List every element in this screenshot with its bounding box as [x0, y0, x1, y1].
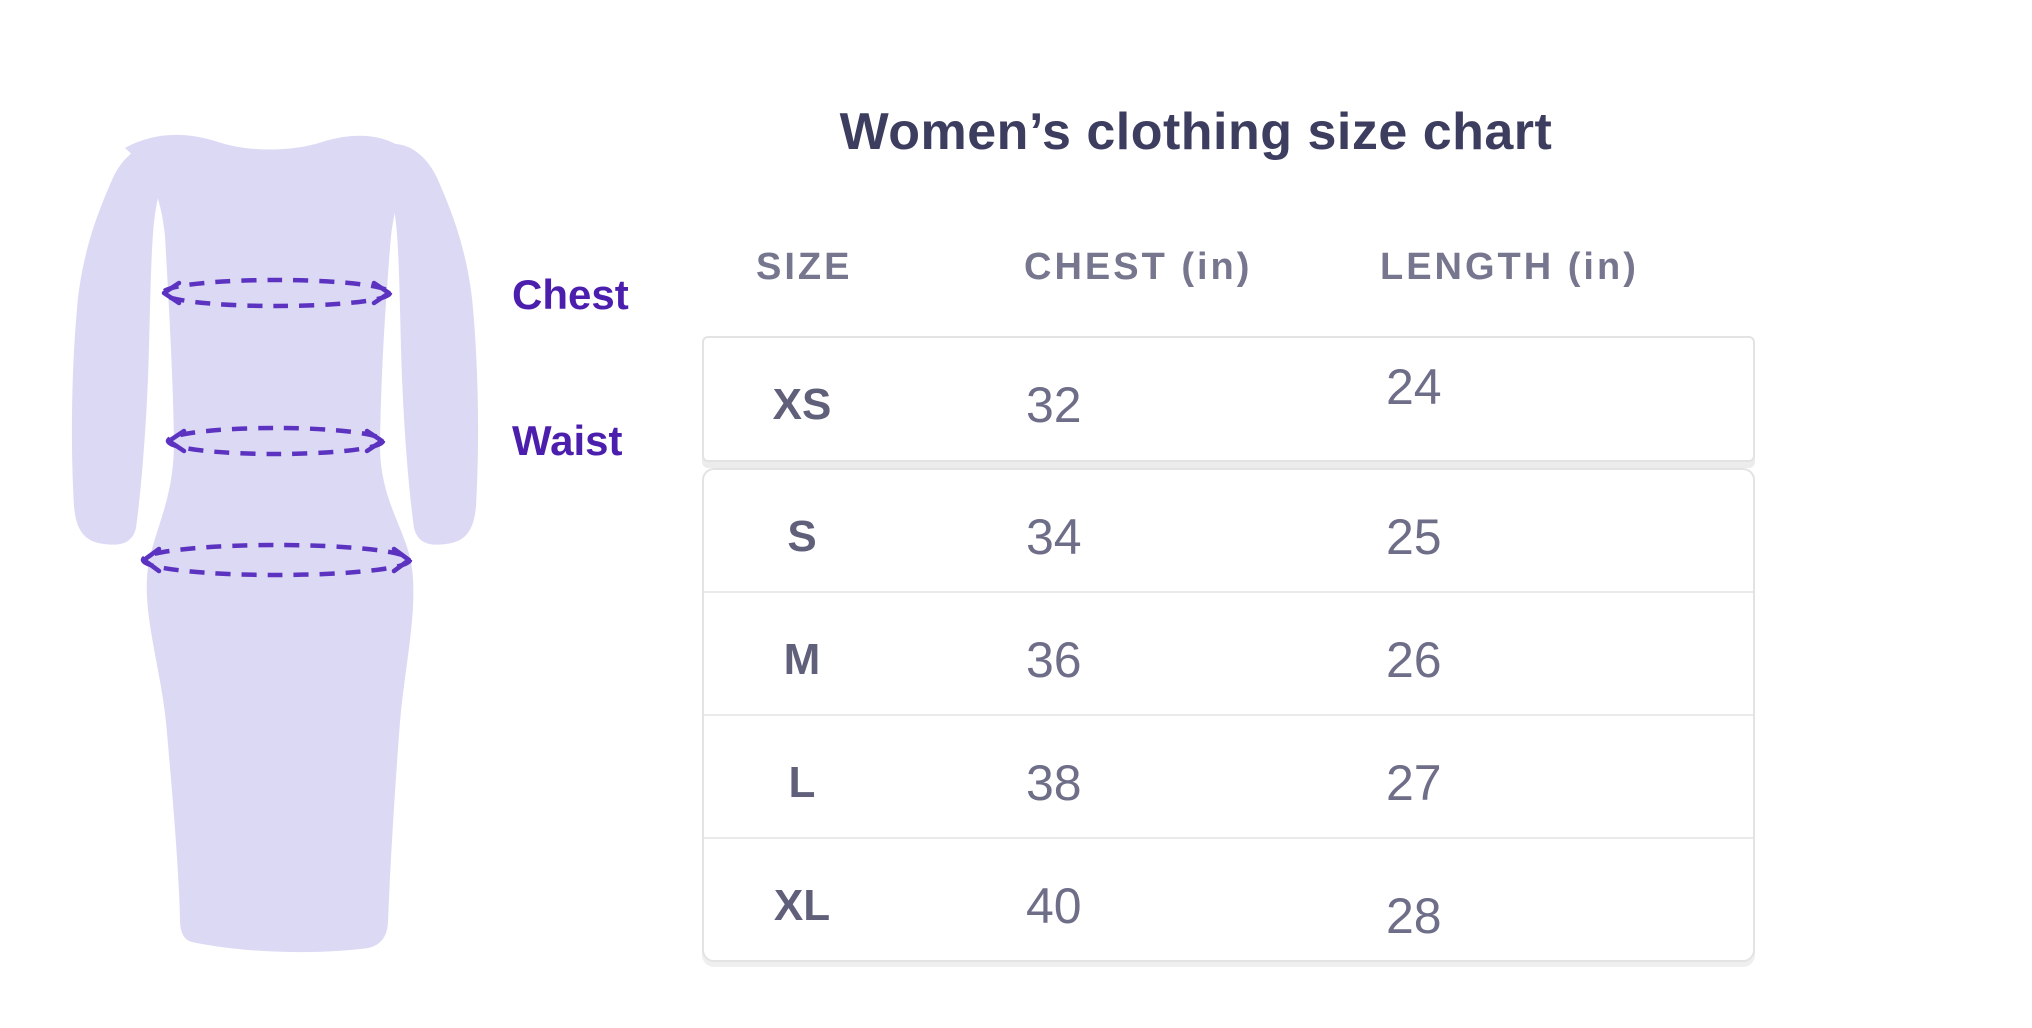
hip-measure-line [140, 542, 413, 578]
table-row: XS 32 24 [704, 338, 1753, 460]
length-cell: 26 [1386, 631, 1442, 688]
dress-left-sleeve [71, 143, 176, 545]
length-cell: 25 [1386, 508, 1442, 565]
column-header-size: SIZE [756, 246, 853, 288]
size-cell: XL [773, 880, 831, 930]
chest-label: Chest [512, 271, 629, 318]
column-header-length: LENGTH (in) [1380, 246, 1639, 288]
size-table-group-main: S 34 25 M 36 26 L 38 27 XL 40 28 [702, 468, 1755, 962]
size-table-group-xs: XS 32 24 [702, 336, 1755, 462]
size-cell: L [788, 757, 816, 807]
size-cell: M [783, 634, 821, 684]
chest-cell: 40 [1026, 877, 1082, 934]
size-cell: XS [772, 380, 832, 429]
page-title: Women’s clothing size chart [839, 103, 1553, 161]
waist-measure-line [165, 425, 386, 457]
table-row: L 38 27 [704, 714, 1753, 837]
dress-right-sleeve [374, 143, 479, 545]
chest-cell: 34 [1026, 508, 1082, 565]
column-header-chest: CHEST (in) [1024, 246, 1253, 288]
length-cell: 27 [1386, 754, 1442, 811]
table-row: S 34 25 [704, 470, 1753, 591]
table-row: XL 40 28 [704, 837, 1753, 960]
waist-label: Waist [512, 417, 623, 464]
chest-cell: 38 [1026, 754, 1082, 811]
dress-illustration [71, 134, 479, 953]
length-cell: 24 [1386, 359, 1442, 415]
chest-cell: 32 [1026, 377, 1082, 433]
table-row: M 36 26 [704, 591, 1753, 714]
chest-measure-line [160, 277, 393, 309]
size-cell: S [787, 511, 817, 561]
length-cell: 28 [1386, 887, 1442, 944]
chest-cell: 36 [1026, 631, 1082, 688]
